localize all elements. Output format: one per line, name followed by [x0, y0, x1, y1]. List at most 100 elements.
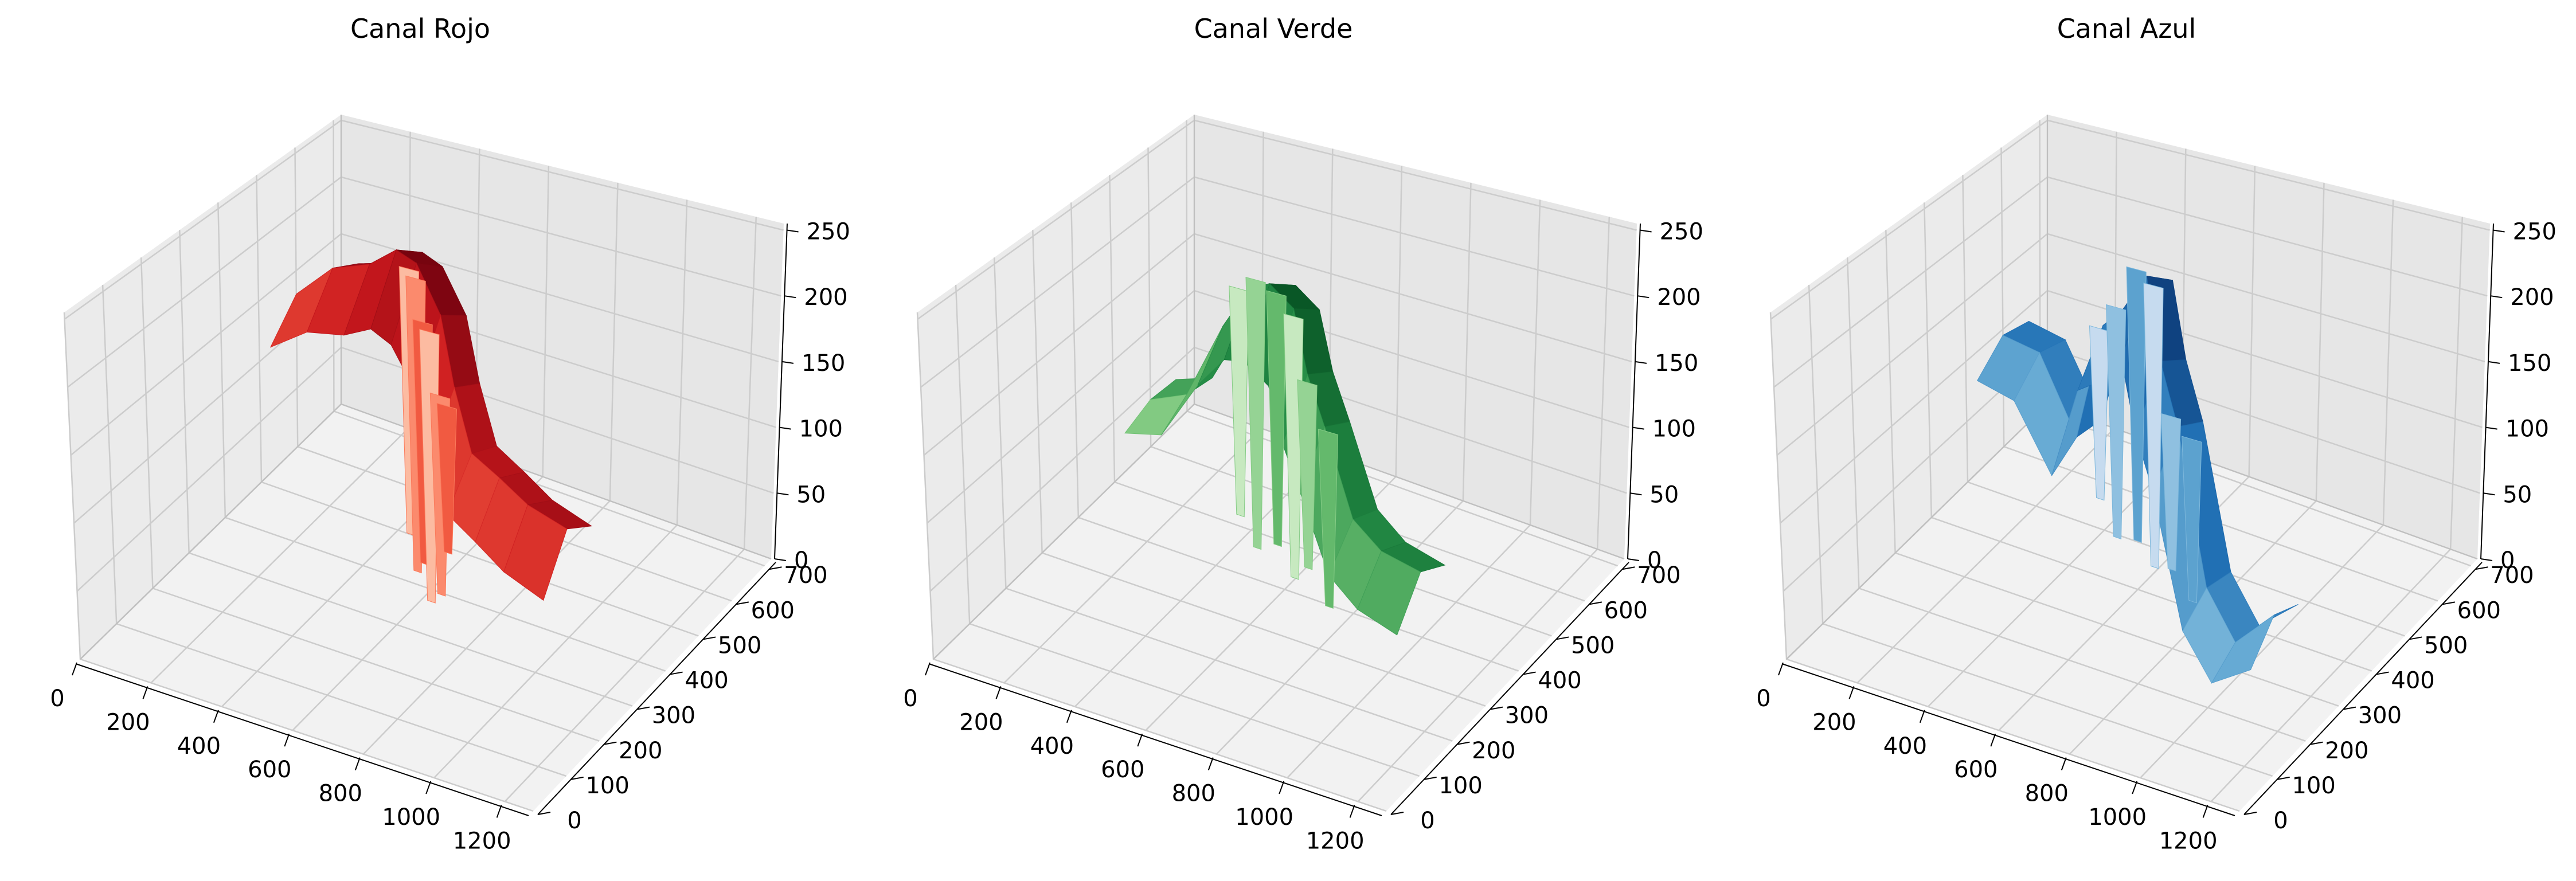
- z-tick-mark: [1630, 492, 1642, 496]
- y-tick-mark: [1556, 636, 1569, 640]
- y-tick-mark: [636, 706, 650, 710]
- y-tick-label: 200: [1472, 738, 1515, 764]
- surface-spike: [2105, 304, 2127, 540]
- x-axis-line: [75, 663, 529, 816]
- z-tick-mark: [2491, 295, 2503, 299]
- z-tick-label: 50: [2503, 481, 2532, 508]
- x-tick-label: 0: [50, 686, 64, 712]
- x-tick-mark: [284, 733, 290, 747]
- surface-spike: [2143, 282, 2164, 569]
- y-tick-mark: [1523, 671, 1536, 675]
- z-axis-line: [774, 223, 788, 559]
- z-tick-label: 200: [2510, 284, 2554, 311]
- z-tick-label: 150: [2508, 350, 2551, 377]
- y-tick-mark: [537, 812, 551, 815]
- x-tick-mark: [1279, 781, 1285, 794]
- back-pane: [341, 115, 784, 559]
- surface-spike: [1229, 285, 1249, 518]
- x-tick-label: 200: [959, 709, 1003, 735]
- x-tick-mark: [1207, 757, 1214, 770]
- x-tick-label: 800: [1172, 781, 1215, 807]
- x-tick-label: 800: [2025, 781, 2069, 807]
- y-tick-label: 300: [1505, 703, 1549, 729]
- z-tick-label: 0: [1647, 547, 1662, 574]
- y-tick-mark: [2376, 671, 2389, 675]
- surface-spike: [1318, 428, 1339, 609]
- z-tick-mark: [781, 361, 794, 364]
- y-tick-label: 500: [1571, 632, 1615, 659]
- z-tick-label: 250: [1660, 218, 1703, 245]
- x-tick-mark: [1848, 686, 1855, 699]
- z-tick-mark: [774, 558, 787, 561]
- z-tick-label: 100: [799, 416, 843, 443]
- z-tick-label: 150: [802, 350, 845, 377]
- z-tick-mark: [779, 426, 791, 430]
- y-tick-label: 700: [1637, 562, 1680, 589]
- z-tick-label: 250: [2513, 218, 2557, 245]
- x-tick-mark: [72, 662, 77, 676]
- z-tick-mark: [1640, 229, 1652, 233]
- x-tick-label: 1000: [2088, 804, 2147, 831]
- y-tick-label: 600: [2457, 597, 2501, 624]
- y-tick-label: 700: [2490, 562, 2534, 589]
- y-tick-mark: [670, 671, 683, 675]
- y-tick-mark: [1589, 601, 1602, 605]
- subplot-title: Canal Verde: [1194, 13, 1353, 44]
- z-tick-label: 100: [2505, 416, 2549, 443]
- z-tick-mark: [2488, 361, 2500, 364]
- y-tick-label: 300: [652, 703, 695, 729]
- surface-patch: [503, 504, 568, 601]
- y-tick-label: 500: [2424, 632, 2468, 659]
- y-tick-label: 400: [685, 668, 728, 694]
- left-pane: [917, 115, 1194, 659]
- y-tick-mark: [1457, 741, 1470, 745]
- z-tick-label: 50: [1649, 481, 1679, 508]
- y-tick-label: 400: [2391, 668, 2434, 694]
- surface-spike: [1266, 290, 1287, 547]
- subplot-1: 0200400600800100012000100200300400500600…: [50, 13, 850, 854]
- y-tick-mark: [2442, 601, 2456, 605]
- y-tick-mark: [2409, 636, 2422, 640]
- y-tick-label: 100: [1439, 773, 1482, 799]
- x-tick-label: 200: [106, 709, 150, 735]
- x-tick-label: 1000: [1235, 804, 1293, 831]
- x-tick-label: 200: [1812, 709, 1856, 735]
- x-tick-label: 400: [1883, 733, 1927, 759]
- surface: [1124, 276, 1446, 636]
- y-tick-label: 600: [751, 597, 795, 624]
- x-tick-label: 0: [1756, 686, 1770, 712]
- z-tick-label: 100: [1652, 416, 1696, 443]
- z-tick-label: 200: [1657, 284, 1701, 311]
- z-tick-mark: [784, 295, 796, 299]
- y-tick-label: 100: [2292, 773, 2335, 799]
- z-tick-label: 200: [804, 284, 847, 311]
- y-tick-mark: [1390, 812, 1404, 815]
- y-tick-mark: [703, 636, 716, 640]
- y-tick-mark: [2343, 706, 2356, 710]
- y-tick-label: 0: [567, 808, 581, 834]
- y-tick-mark: [769, 566, 782, 570]
- x-tick-label: 1000: [382, 804, 440, 831]
- x-axis-line: [928, 663, 1382, 816]
- x-tick-mark: [1778, 662, 1784, 676]
- y-tick-mark: [1490, 706, 1503, 710]
- y-tick-mark: [2243, 812, 2257, 815]
- y-tick-mark: [736, 601, 749, 605]
- surface-spike: [436, 402, 458, 555]
- y-tick-mark: [604, 741, 617, 745]
- surface-spike: [2089, 325, 2110, 501]
- x-tick-label: 1200: [453, 828, 511, 854]
- subplot-title: Canal Rojo: [350, 13, 490, 44]
- z-tick-mark: [777, 492, 789, 496]
- x-tick-mark: [1137, 733, 1143, 747]
- z-tick-label: 0: [794, 547, 808, 574]
- x-tick-mark: [142, 686, 148, 699]
- subplot-title: Canal Azul: [2057, 13, 2196, 44]
- y-tick-label: 700: [784, 562, 827, 589]
- z-tick-label: 150: [1655, 350, 1698, 377]
- surface-spike: [2126, 266, 2147, 543]
- surface-spike: [1297, 379, 1318, 570]
- x-tick-label: 800: [319, 781, 362, 807]
- subplot-3: 0200400600800100012000100200300400500600…: [1756, 13, 2557, 854]
- z-tick-mark: [787, 229, 799, 233]
